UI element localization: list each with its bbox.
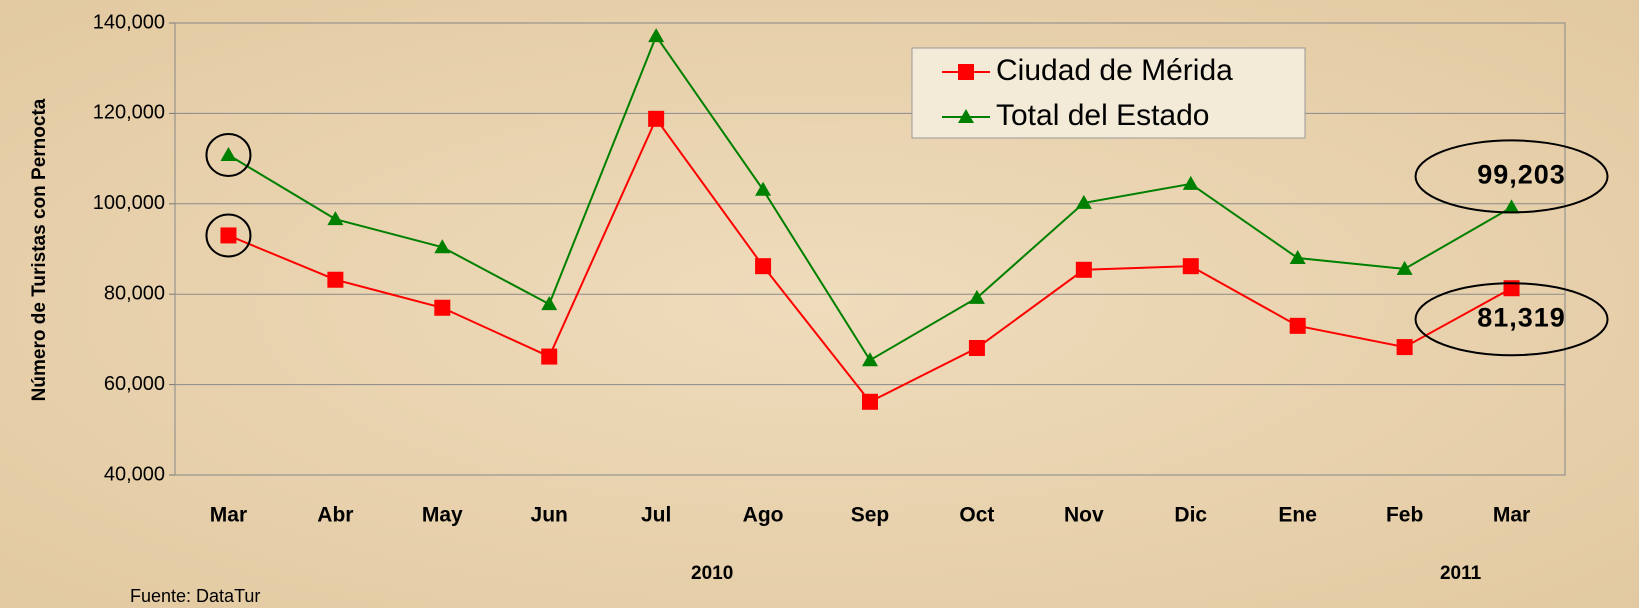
point	[327, 272, 343, 288]
point	[755, 258, 771, 274]
point	[434, 300, 450, 316]
x-tick-label: Jul	[641, 504, 671, 527]
point	[969, 340, 985, 356]
point	[648, 111, 664, 127]
point	[862, 394, 878, 410]
point	[1290, 318, 1306, 334]
year-label: 2011	[1440, 563, 1482, 584]
value-label: 81,319	[1477, 302, 1566, 332]
y-tick-label: 100,000	[93, 192, 165, 214]
legend-label: Ciudad de Mérida	[996, 54, 1233, 87]
point	[1397, 339, 1413, 355]
source: Fuente: DataTur	[130, 586, 260, 606]
y-tick-label: 80,000	[104, 282, 165, 304]
x-tick-label: Mar	[210, 504, 247, 527]
point	[220, 227, 236, 243]
value-label: 99,203	[1477, 160, 1566, 190]
point	[541, 349, 557, 365]
x-tick-label: Abr	[317, 504, 353, 527]
legend-label: Total del Estado	[996, 99, 1209, 132]
y-tick-label: 60,000	[104, 373, 165, 395]
legend-marker	[958, 64, 974, 80]
year-label: 2010	[691, 563, 733, 584]
x-tick-label: May	[422, 504, 463, 527]
y-axis-title: Número de Turistas con Pernocta	[29, 98, 50, 401]
x-tick-label: Dic	[1174, 504, 1207, 527]
x-tick-label: Jun	[531, 504, 568, 527]
y-tick-label: 120,000	[93, 102, 165, 124]
chart: Número de Turistas con Pernocta Fuente: …	[0, 0, 1639, 608]
x-tick-label: Oct	[959, 504, 994, 527]
y-tick-label: 140,000	[93, 11, 165, 33]
y-tick-label: 40,000	[104, 463, 165, 485]
x-tick-label: Sep	[851, 504, 890, 527]
point	[1183, 258, 1199, 274]
x-tick-label: Nov	[1064, 504, 1104, 527]
x-tick-label: Ago	[743, 504, 784, 527]
point	[1076, 262, 1092, 278]
x-tick-label: Feb	[1386, 504, 1423, 527]
x-tick-label: Mar	[1493, 504, 1530, 527]
x-tick-label: Ene	[1278, 504, 1317, 527]
